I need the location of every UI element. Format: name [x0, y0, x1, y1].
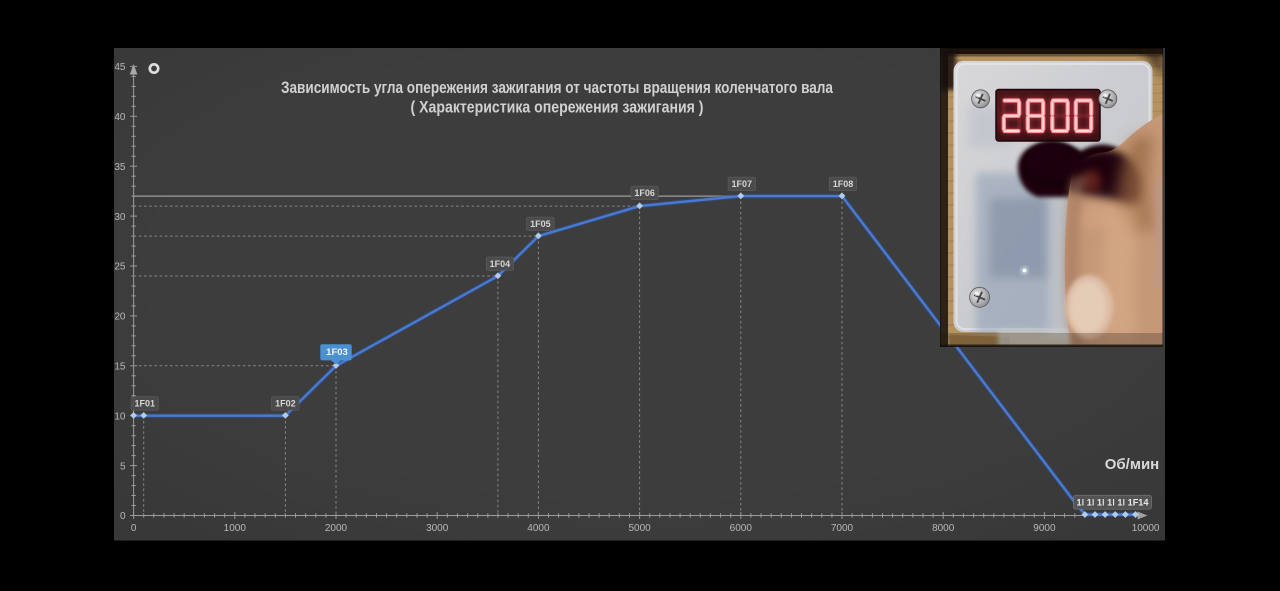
svg-text:1F01: 1F01 [134, 399, 155, 409]
svg-text:8000: 8000 [932, 523, 955, 534]
svg-text:1F08: 1F08 [833, 179, 854, 189]
svg-text:1ǀ 1ǀ 1ǀ 1ǀ 1ǀ 1F14: 1ǀ 1ǀ 1ǀ 1ǀ 1ǀ 1F14 [1077, 498, 1150, 509]
svg-text:0: 0 [120, 511, 126, 522]
svg-text:0: 0 [131, 523, 137, 534]
svg-text:35: 35 [114, 162, 126, 173]
svg-text:1F04: 1F04 [490, 259, 511, 269]
svg-text:15: 15 [114, 362, 126, 373]
svg-text:10: 10 [114, 411, 126, 422]
svg-text:1F02: 1F02 [275, 399, 296, 409]
svg-text:10000: 10000 [1132, 523, 1160, 534]
svg-text:20: 20 [114, 312, 126, 323]
svg-text:9000: 9000 [1033, 523, 1056, 534]
svg-text:1F06: 1F06 [634, 188, 655, 198]
svg-text:1F07: 1F07 [732, 179, 753, 189]
svg-text:45: 45 [114, 62, 126, 73]
svg-text:25: 25 [114, 262, 126, 273]
svg-text:5000: 5000 [628, 523, 651, 534]
svg-text:1F03: 1F03 [326, 347, 348, 358]
svg-text:Зависимость угла опережения за: Зависимость угла опережения зажигания от… [281, 78, 833, 97]
svg-text:6000: 6000 [730, 523, 753, 534]
svg-text:2000: 2000 [325, 523, 348, 534]
svg-text:3000: 3000 [426, 523, 449, 534]
svg-text:1F05: 1F05 [530, 219, 551, 229]
svg-text:1000: 1000 [224, 523, 247, 534]
svg-text:5: 5 [120, 461, 126, 472]
svg-text:Об/мин: Об/мин [1105, 456, 1159, 473]
svg-text:( Характеристика опережения за: ( Характеристика опережения зажигания ) [411, 98, 704, 117]
svg-text:40: 40 [114, 112, 126, 123]
svg-text:4000: 4000 [527, 523, 550, 534]
svg-text:7000: 7000 [831, 523, 854, 534]
svg-text:30: 30 [114, 212, 126, 223]
